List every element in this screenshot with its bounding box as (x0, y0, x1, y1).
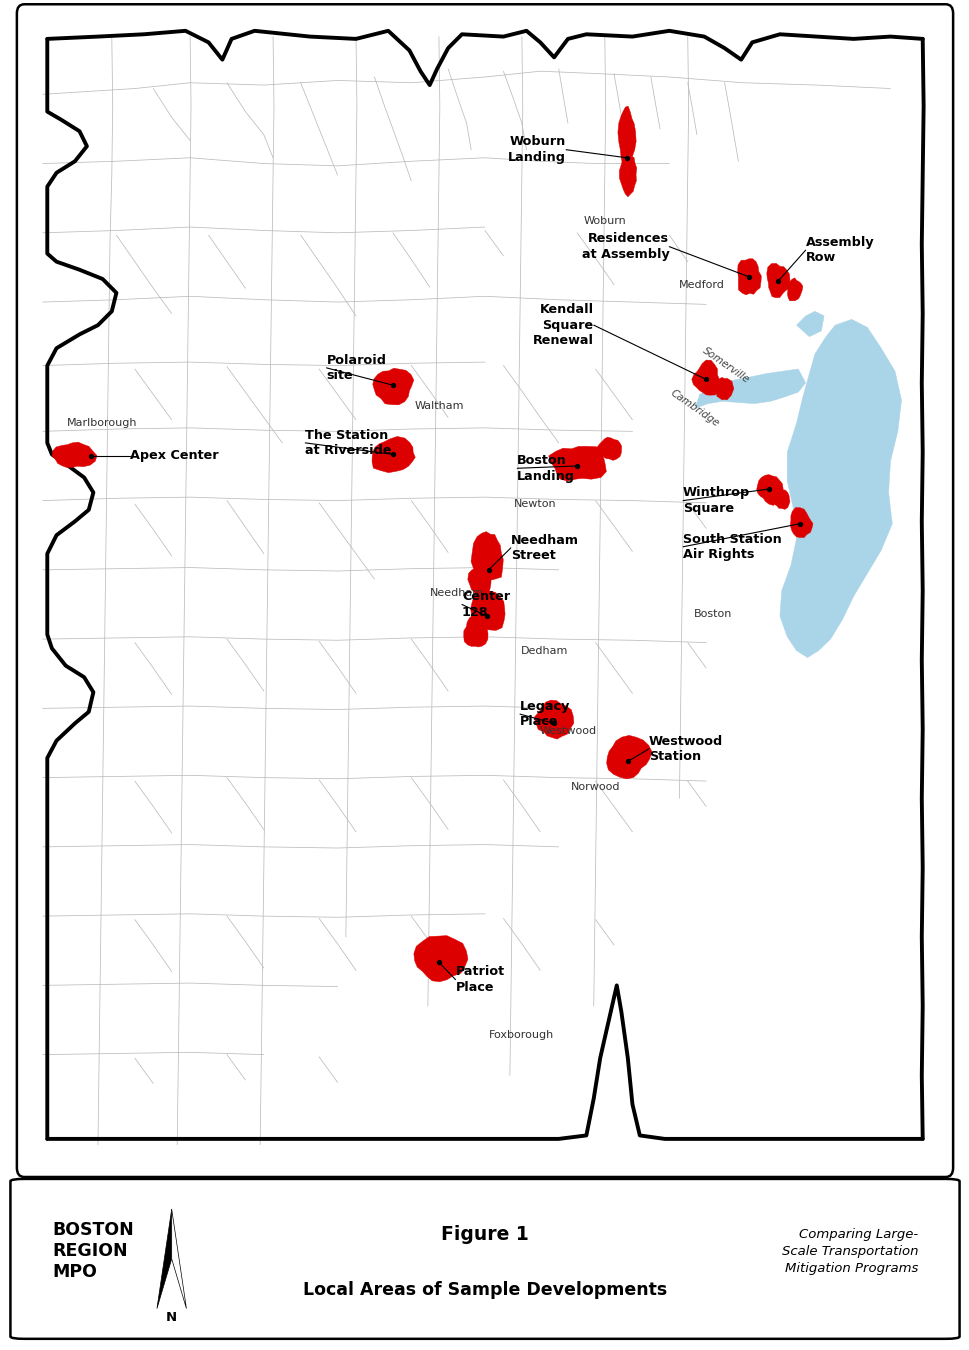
Text: Marlborough: Marlborough (67, 418, 138, 428)
Polygon shape (467, 567, 490, 598)
Polygon shape (471, 532, 503, 580)
Polygon shape (796, 312, 824, 336)
Polygon shape (736, 259, 761, 294)
Text: Comparing Large-
Scale Transportation
Mitigation Programs: Comparing Large- Scale Transportation Mi… (781, 1227, 917, 1274)
Polygon shape (52, 441, 97, 467)
Text: Medford: Medford (678, 279, 724, 290)
Polygon shape (617, 107, 636, 170)
Text: Residences
at Assembly: Residences at Assembly (581, 232, 669, 261)
Text: The Station
at Riverside: The Station at Riverside (305, 429, 391, 458)
Polygon shape (470, 590, 505, 630)
Text: Somerville: Somerville (701, 346, 751, 385)
Polygon shape (756, 475, 782, 505)
Polygon shape (766, 263, 789, 298)
Text: Center
128: Center 128 (461, 590, 510, 618)
Polygon shape (414, 936, 467, 981)
Text: Westwood
Station: Westwood Station (648, 734, 723, 763)
Polygon shape (790, 508, 812, 537)
Polygon shape (372, 436, 415, 472)
Text: Foxborough: Foxborough (488, 1030, 554, 1040)
Text: Needham
Street: Needham Street (511, 533, 578, 562)
Polygon shape (787, 278, 802, 301)
Text: Norwood: Norwood (570, 782, 620, 792)
Polygon shape (534, 701, 574, 738)
Polygon shape (548, 447, 606, 481)
Polygon shape (606, 736, 651, 779)
Text: N: N (166, 1311, 177, 1324)
Polygon shape (372, 369, 414, 405)
FancyBboxPatch shape (11, 1179, 958, 1339)
Polygon shape (172, 1210, 186, 1308)
Text: Apex Center: Apex Center (130, 450, 219, 462)
Text: South Station
Air Rights: South Station Air Rights (682, 532, 781, 562)
Text: Woburn: Woburn (582, 216, 626, 227)
Text: Winthrop
Square: Winthrop Square (682, 486, 750, 514)
Polygon shape (772, 490, 789, 509)
Text: Figure 1: Figure 1 (441, 1224, 528, 1243)
Polygon shape (596, 437, 621, 460)
Text: Newton: Newton (514, 500, 556, 509)
Polygon shape (779, 320, 900, 657)
Text: Kendall
Square
Renewal: Kendall Square Renewal (532, 304, 593, 347)
Text: Westwood: Westwood (539, 726, 596, 737)
Polygon shape (463, 616, 487, 647)
Text: Needham: Needham (430, 589, 484, 598)
Text: Cambridge: Cambridge (669, 387, 721, 429)
Text: Legacy
Place: Legacy Place (519, 699, 570, 729)
Polygon shape (691, 360, 719, 396)
Polygon shape (157, 1210, 172, 1308)
Text: Local Areas of Sample Developments: Local Areas of Sample Developments (302, 1281, 667, 1299)
Polygon shape (695, 369, 805, 408)
Text: Patriot
Place: Patriot Place (455, 965, 504, 994)
Text: BOSTON
REGION
MPO: BOSTON REGION MPO (52, 1222, 134, 1281)
Text: Dedham: Dedham (520, 645, 568, 656)
Text: Assembly
Row: Assembly Row (805, 236, 873, 265)
Text: Woburn
Landing: Woburn Landing (508, 135, 566, 163)
Text: Polaroid
site: Polaroid site (327, 354, 386, 382)
Text: Boston: Boston (694, 609, 732, 618)
Polygon shape (618, 153, 636, 197)
Text: Boston
Landing: Boston Landing (516, 454, 575, 482)
Polygon shape (715, 378, 734, 400)
Text: Waltham: Waltham (414, 401, 463, 410)
